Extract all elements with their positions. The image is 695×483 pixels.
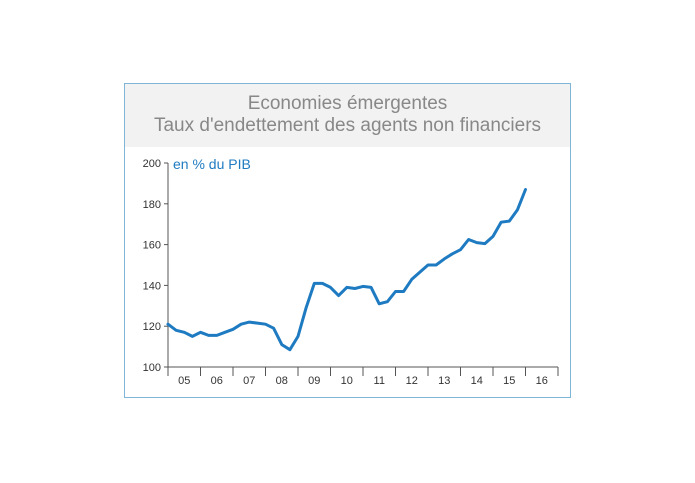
y-tick-label: 200: [143, 158, 161, 170]
x-tick-label: 16: [536, 375, 548, 387]
series-line: [166, 188, 527, 352]
y-tick-label: 160: [143, 240, 161, 252]
chart-title: Economies émergentes: [247, 93, 448, 114]
x-tick-label: 11: [374, 375, 385, 387]
x-tick-label: 05: [178, 375, 190, 387]
y-tick-label: 100: [143, 362, 161, 374]
y-tick-label: 180: [143, 199, 161, 211]
chart-subtitle: Taux d'endettement des agents non financ…: [153, 115, 542, 136]
y-unit-label: en % du PIB: [173, 156, 251, 172]
x-tick-label: 07: [243, 375, 255, 387]
x-tick-label: 08: [276, 375, 288, 387]
x-tick-label: 14: [471, 375, 483, 387]
x-tick-label: 10: [341, 375, 353, 387]
y-tick-label: 120: [143, 321, 161, 333]
chart-frame: Economies émergentes Taux d'endettement …: [124, 83, 571, 398]
y-tick-label: 140: [143, 280, 161, 292]
chart-title-band: [125, 84, 570, 147]
x-tick-label: 15: [503, 375, 515, 387]
x-tick-label: 06: [211, 375, 223, 387]
x-tick-label: 09: [308, 375, 320, 387]
line-chart: 100 120 140 160 180 200 05 06 07 08 09 10 11 12 13 14 15…: [143, 156, 559, 387]
x-tick-label: 13: [438, 375, 450, 387]
x-tick-label: 12: [406, 375, 418, 387]
